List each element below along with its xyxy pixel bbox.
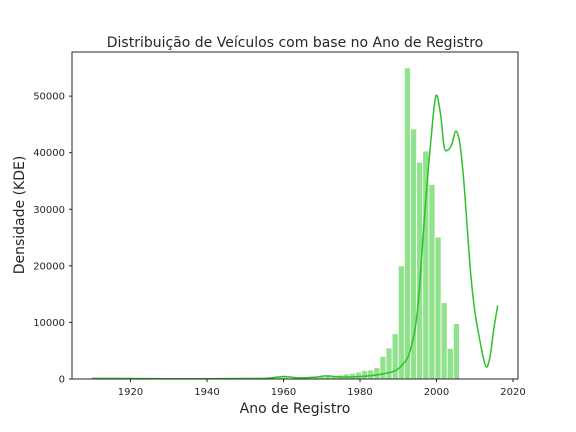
y-tick-label: 30000: [33, 205, 65, 216]
x-tick-label: 2020: [500, 387, 525, 398]
x-axis: 1920 1940 1960 1980 2000 2020: [118, 379, 526, 398]
y-tick-label: 20000: [33, 261, 65, 272]
histogram-bar: [373, 367, 381, 380]
chart-title: Distribuição de Veículos com base no Ano…: [107, 35, 484, 51]
histogram-bar: [397, 265, 405, 380]
histogram-bar: [446, 348, 454, 380]
histogram-bar: [403, 67, 411, 380]
kde-line: [92, 94, 499, 380]
histogram-bar: [422, 150, 430, 380]
histogram-bar: [367, 369, 375, 380]
x-tick-label: 1940: [194, 387, 219, 398]
histogram-bar: [434, 236, 442, 380]
histogram-bar: [361, 370, 369, 380]
x-tick-label: 1960: [271, 387, 296, 398]
histogram-bars: [91, 67, 460, 380]
histogram-bar: [416, 161, 424, 380]
histogram-bar: [355, 371, 362, 380]
plot-frame: [71, 51, 519, 380]
y-tick-label: 0: [59, 375, 65, 386]
y-tick-label: 50000: [33, 92, 65, 103]
histogram-bar: [428, 183, 436, 380]
histogram-bar: [452, 323, 460, 380]
histogram-bar: [410, 128, 418, 380]
y-axis-label: Densidade (KDE): [12, 156, 28, 275]
x-axis-label: Ano de Registro: [240, 401, 351, 417]
histogram-bar: [440, 302, 448, 380]
x-tick-label: 2000: [424, 387, 449, 398]
y-tick-label: 40000: [33, 148, 65, 159]
histogram-bar: [385, 347, 393, 380]
y-tick-label: 10000: [33, 318, 65, 329]
x-tick-label: 1920: [118, 387, 143, 398]
histogram-bar: [379, 355, 387, 380]
x-tick-label: 1980: [347, 387, 372, 398]
y-axis: 0 10000 20000 30000 40000 50000: [33, 92, 72, 386]
